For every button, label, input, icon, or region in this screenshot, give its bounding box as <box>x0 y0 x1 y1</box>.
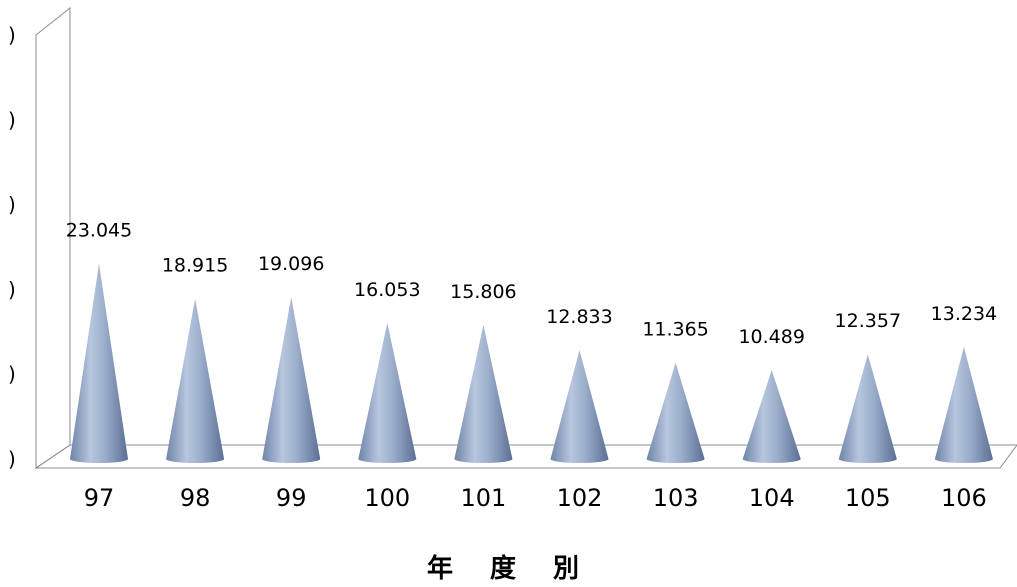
y-tick-label: ) <box>8 362 16 386</box>
cone-97 <box>70 263 128 463</box>
data-label: 10.489 <box>738 326 804 348</box>
data-label: 19.096 <box>258 253 324 275</box>
data-label: 18.915 <box>162 255 228 277</box>
x-tick-label: 99 <box>276 484 307 512</box>
cone-102 <box>550 350 609 463</box>
cone-103 <box>646 362 705 463</box>
data-label: 16.053 <box>354 279 420 301</box>
x-axis-title: 年 度 別 <box>427 553 593 584</box>
cone-105 <box>838 354 897 463</box>
x-tick-label: 105 <box>845 484 891 512</box>
x-tick-label: 103 <box>653 484 699 512</box>
x-tick-label: 98 <box>180 484 211 512</box>
x-tick-label: 106 <box>941 484 987 512</box>
cone-98 <box>166 298 225 463</box>
x-tick-label: 100 <box>364 484 410 512</box>
data-label: 11.365 <box>642 319 708 341</box>
data-label: 13.234 <box>931 303 997 325</box>
x-tick-label: 97 <box>84 484 115 512</box>
data-labels: 23.045 18.915 19.096 16.053 15.806 12.833 11.3… <box>66 220 997 348</box>
floor <box>34 444 1017 469</box>
y-tick-label: ) <box>8 193 16 217</box>
y-tick-label: ) <box>8 447 16 471</box>
y-tick-label: ) <box>8 277 16 301</box>
cone-104 <box>742 370 801 463</box>
cone-series <box>70 263 993 463</box>
cone-101 <box>454 324 513 463</box>
x-axis-labels: 97 98 99 100 101 102 103 104 105 106 <box>84 484 987 512</box>
data-label: 23.045 <box>66 220 132 242</box>
data-label: 12.357 <box>835 310 901 332</box>
y-tick-label: ) <box>8 23 16 47</box>
y-axis-ticks: )))))) <box>8 23 16 471</box>
x-tick-label: 102 <box>557 484 603 512</box>
x-tick-label: 101 <box>460 484 506 512</box>
chart-axes <box>34 6 1017 469</box>
cone-99 <box>262 297 321 463</box>
y-tick-label: ) <box>8 108 16 132</box>
x-tick-label: 104 <box>749 484 795 512</box>
data-label: 12.833 <box>546 306 612 328</box>
cone-100 <box>358 322 417 463</box>
data-label: 15.806 <box>450 281 516 303</box>
cone-106 <box>934 346 993 463</box>
